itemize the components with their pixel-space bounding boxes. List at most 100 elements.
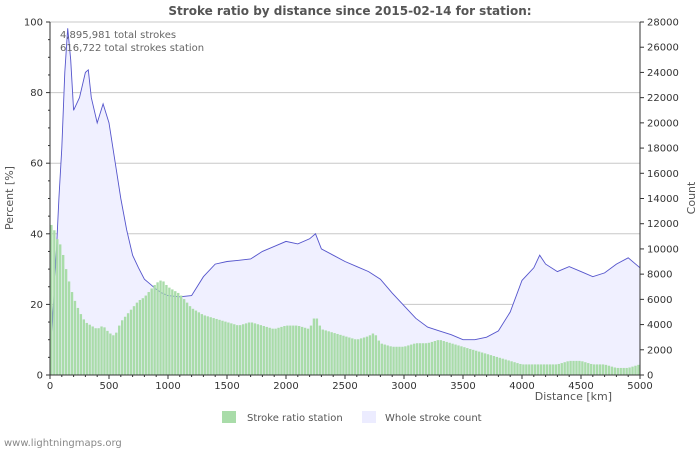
bar-stroke-ratio-3325 xyxy=(442,341,445,375)
bar-stroke-ratio-2150 xyxy=(303,327,307,375)
bar-stroke-ratio-2250 xyxy=(315,318,319,375)
bar-stroke-ratio-2050 xyxy=(292,325,295,375)
bar-stroke-ratio-4250 xyxy=(551,364,555,375)
bar-stroke-ratio-325 xyxy=(88,324,91,375)
y-left-tick-label-40: 40 xyxy=(30,229,43,240)
bar-stroke-ratio-1250 xyxy=(197,312,201,375)
bar-stroke-ratio-2900 xyxy=(392,346,395,375)
bar-stroke-ratio-400 xyxy=(97,328,100,375)
bar-stroke-ratio-4275 xyxy=(554,364,558,375)
bar-stroke-ratio-200 xyxy=(73,300,77,375)
y-right-tick-label-12000: 12000 xyxy=(647,219,679,230)
bar-stroke-ratio-2625 xyxy=(359,338,363,375)
bar-stroke-ratio-3950 xyxy=(516,363,519,375)
bar-stroke-ratio-4600 xyxy=(593,364,596,375)
plot-area: 0 500 1000 1500 2000 2500 3000 3500 4000 4500 5000… xyxy=(24,18,679,393)
x-tick-label-3000: 3000 xyxy=(391,381,416,392)
bar-stroke-ratio-2475 xyxy=(342,335,345,375)
x-tick-label-3500: 3500 xyxy=(450,381,475,392)
bar-stroke-ratio-3200 xyxy=(427,342,431,375)
bar-stroke-ratio-2850 xyxy=(386,345,389,375)
bar-stroke-ratio-575 xyxy=(118,325,121,375)
y-right-tick-label-0: 0 xyxy=(647,371,653,382)
bar-stroke-ratio-2100 xyxy=(298,326,301,375)
x-tick-label-5000: 5000 xyxy=(627,381,652,392)
bar-stroke-ratio-3150 xyxy=(421,343,425,375)
y-left-tick-label-60: 60 xyxy=(30,159,43,170)
bar-stroke-ratio-4975 xyxy=(637,364,640,375)
bar-stroke-ratio-2025 xyxy=(289,325,292,375)
bar-stroke-ratio-2400 xyxy=(333,333,336,375)
bar-stroke-ratio-3400 xyxy=(451,343,454,375)
bar-stroke-ratio-3350 xyxy=(445,341,448,375)
bar-stroke-ratio-4900 xyxy=(628,367,631,375)
y-right-tick-label-22000: 22000 xyxy=(647,93,679,104)
bar-stroke-ratio-1900 xyxy=(274,328,277,375)
bar-stroke-ratio-2775 xyxy=(377,340,381,375)
bar-stroke-ratio-2800 xyxy=(380,343,383,375)
bar-stroke-ratio-1725 xyxy=(253,323,257,375)
bar-stroke-ratio-4650 xyxy=(598,364,602,375)
bar-stroke-ratio-725 xyxy=(135,302,139,375)
bar-stroke-ratio-4700 xyxy=(604,364,608,375)
bar-stroke-ratio-3050 xyxy=(410,344,413,375)
y-right-tick-label-8000: 8000 xyxy=(647,270,672,281)
y-right-tick-label-18000: 18000 xyxy=(647,144,679,155)
bar-stroke-ratio-950 xyxy=(162,281,165,375)
bar-stroke-ratio-3225 xyxy=(430,341,434,375)
bar-stroke-ratio-4050 xyxy=(528,364,531,375)
bar-stroke-ratio-1600 xyxy=(239,325,242,375)
bar-stroke-ratio-600 xyxy=(121,320,124,375)
bar-stroke-ratio-2550 xyxy=(351,338,354,375)
bar-stroke-ratio-3425 xyxy=(454,344,457,375)
bar-stroke-ratio-2825 xyxy=(383,344,386,375)
y-right-tick-label-20000: 20000 xyxy=(647,118,679,129)
bar-stroke-ratio-2600 xyxy=(357,339,360,375)
bar-stroke-ratio-4750 xyxy=(610,366,614,375)
series-whole-stroke-count-line xyxy=(49,28,641,376)
bar-stroke-ratio-4425 xyxy=(572,360,575,375)
bar-stroke-ratio-650 xyxy=(126,313,130,375)
legend-label-whole-count: Whole stroke count xyxy=(385,413,482,424)
bar-stroke-ratio-300 xyxy=(85,322,88,375)
bar-stroke-ratio-1525 xyxy=(230,323,233,375)
legend: Stroke ratio station Whole stroke count xyxy=(222,411,482,424)
bar-stroke-ratio-3875 xyxy=(507,360,510,375)
y-left-tick-label-20: 20 xyxy=(30,300,43,311)
bar-stroke-ratio-750 xyxy=(138,299,142,375)
bar-stroke-ratio-4025 xyxy=(525,364,528,375)
bar-stroke-ratio-4450 xyxy=(575,360,578,375)
bar-stroke-ratio-2500 xyxy=(345,336,348,375)
bar-stroke-ratio-4500 xyxy=(581,361,584,375)
x-tick-label-4000: 4000 xyxy=(509,381,534,392)
bar-stroke-ratio-2925 xyxy=(395,346,398,375)
bar-stroke-ratio-2275 xyxy=(318,325,322,375)
x-tick-label-4500: 4500 xyxy=(568,381,593,392)
bar-stroke-ratio-1300 xyxy=(203,315,206,375)
y-right-tick-label-14000: 14000 xyxy=(647,194,679,205)
bar-stroke-ratio-975 xyxy=(165,284,168,375)
bar-stroke-ratio-4850 xyxy=(622,367,625,375)
bar-stroke-ratio-525 xyxy=(112,335,115,375)
x-tick-label-1500: 1500 xyxy=(214,381,239,392)
bar-stroke-ratio-4175 xyxy=(542,364,546,375)
bar-stroke-ratio-3525 xyxy=(466,348,469,375)
bar-stroke-ratio-1575 xyxy=(236,325,239,375)
bar-stroke-ratio-1125 xyxy=(182,299,186,375)
x-tick-label-0: 0 xyxy=(47,381,53,392)
bar-stroke-ratio-3850 xyxy=(504,359,507,375)
bar-stroke-ratio-3100 xyxy=(416,343,419,375)
y-left-tick-label-80: 80 xyxy=(30,88,43,99)
bar-stroke-ratio-625 xyxy=(123,316,127,375)
bar-stroke-ratio-350 xyxy=(91,326,94,375)
bar-stroke-ratio-1825 xyxy=(265,326,268,375)
bar-stroke-ratio-3125 xyxy=(418,343,422,375)
bar-stroke-ratio-1675 xyxy=(247,322,251,375)
bar-stroke-ratio-1050 xyxy=(174,291,177,375)
bar-stroke-ratio-275 xyxy=(82,319,86,375)
bar-stroke-ratio-4825 xyxy=(619,367,622,375)
bar-stroke-ratio-1325 xyxy=(206,316,209,375)
bar-stroke-ratio-1700 xyxy=(250,322,254,375)
bar-stroke-ratio-800 xyxy=(144,295,147,375)
